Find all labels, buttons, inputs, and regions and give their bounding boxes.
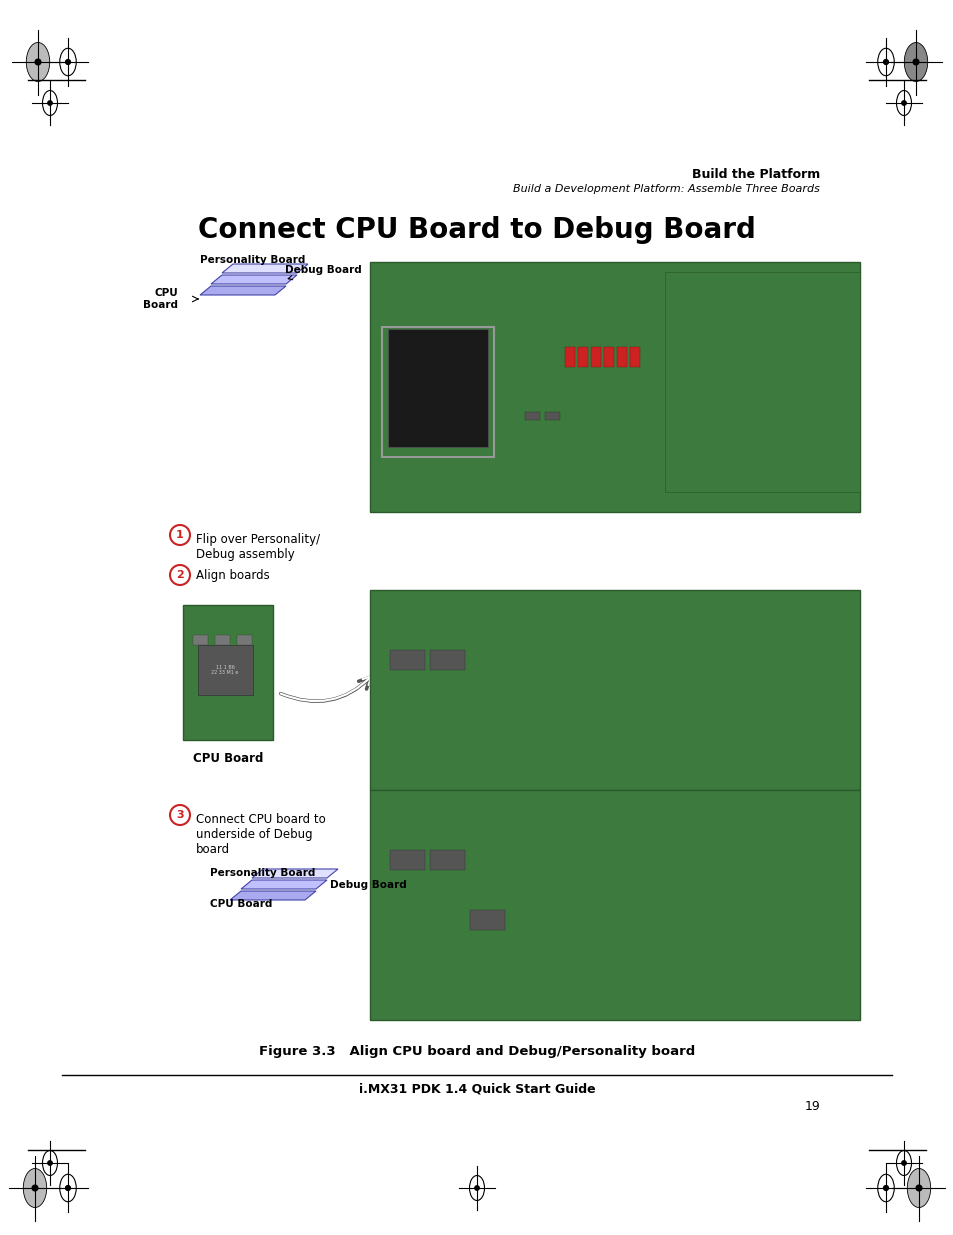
FancyBboxPatch shape (214, 635, 230, 645)
FancyBboxPatch shape (564, 347, 575, 367)
Polygon shape (222, 264, 308, 273)
Ellipse shape (906, 1168, 930, 1208)
Circle shape (915, 1186, 921, 1191)
Text: 11 1 B6
22 33 M1 e: 11 1 B6 22 33 M1 e (212, 664, 238, 676)
FancyBboxPatch shape (183, 605, 273, 740)
Circle shape (170, 525, 190, 545)
Circle shape (48, 101, 52, 105)
Circle shape (48, 1161, 52, 1165)
Text: 2: 2 (176, 571, 184, 580)
FancyBboxPatch shape (617, 347, 626, 367)
Text: Connect CPU board to
underside of Debug
board: Connect CPU board to underside of Debug … (195, 813, 325, 856)
Text: Personality Board: Personality Board (200, 254, 305, 266)
Text: Debug Board: Debug Board (330, 881, 406, 890)
FancyArrowPatch shape (280, 676, 371, 701)
FancyBboxPatch shape (524, 412, 539, 420)
Text: 19: 19 (803, 1100, 820, 1113)
FancyBboxPatch shape (390, 850, 424, 869)
Text: Debug Board: Debug Board (285, 266, 361, 279)
FancyBboxPatch shape (430, 850, 464, 869)
FancyBboxPatch shape (370, 262, 859, 513)
Circle shape (35, 59, 41, 65)
Text: i.MX31 PDK 1.4 Quick Start Guide: i.MX31 PDK 1.4 Quick Start Guide (358, 1082, 595, 1095)
Circle shape (901, 101, 905, 105)
Text: Connect CPU Board to Debug Board: Connect CPU Board to Debug Board (198, 216, 755, 245)
Circle shape (912, 59, 918, 65)
FancyBboxPatch shape (578, 347, 587, 367)
FancyArrowPatch shape (280, 677, 370, 701)
FancyBboxPatch shape (390, 650, 424, 671)
Circle shape (475, 1186, 478, 1191)
FancyBboxPatch shape (370, 790, 859, 1020)
FancyBboxPatch shape (193, 635, 208, 645)
FancyBboxPatch shape (590, 347, 600, 367)
Text: Align boards: Align boards (195, 568, 270, 582)
Circle shape (882, 1186, 887, 1191)
Text: 1: 1 (176, 530, 184, 540)
Text: Build the Platform: Build the Platform (691, 168, 820, 182)
Text: CPU Board: CPU Board (193, 752, 263, 764)
Ellipse shape (23, 1168, 47, 1208)
Ellipse shape (27, 42, 50, 82)
Text: Flip over Personality/
Debug assembly: Flip over Personality/ Debug assembly (195, 534, 320, 561)
Polygon shape (200, 287, 286, 295)
FancyBboxPatch shape (430, 650, 464, 671)
Circle shape (901, 1161, 905, 1165)
Polygon shape (241, 881, 327, 889)
Ellipse shape (903, 42, 926, 82)
Text: CPU
Board: CPU Board (143, 288, 178, 310)
FancyBboxPatch shape (603, 347, 614, 367)
FancyBboxPatch shape (198, 645, 253, 695)
Circle shape (66, 59, 71, 64)
Polygon shape (211, 275, 296, 284)
FancyBboxPatch shape (629, 347, 639, 367)
FancyBboxPatch shape (388, 329, 488, 447)
FancyBboxPatch shape (370, 590, 859, 790)
Text: CPU Board: CPU Board (210, 899, 273, 909)
FancyBboxPatch shape (544, 412, 559, 420)
Circle shape (66, 1186, 71, 1191)
Circle shape (170, 805, 190, 825)
Circle shape (170, 564, 190, 585)
Polygon shape (252, 869, 337, 878)
FancyBboxPatch shape (236, 635, 252, 645)
FancyBboxPatch shape (664, 272, 859, 492)
Text: Build a Development Platform: Assemble Three Boards: Build a Development Platform: Assemble T… (513, 184, 820, 194)
Circle shape (32, 1186, 38, 1191)
Text: 3: 3 (176, 810, 184, 820)
Polygon shape (230, 890, 315, 900)
Text: Figure 3.3   Align CPU board and Debug/Personality board: Figure 3.3 Align CPU board and Debug/Per… (258, 1045, 695, 1058)
FancyBboxPatch shape (470, 910, 504, 930)
Circle shape (882, 59, 887, 64)
Text: Personality Board: Personality Board (210, 868, 315, 878)
